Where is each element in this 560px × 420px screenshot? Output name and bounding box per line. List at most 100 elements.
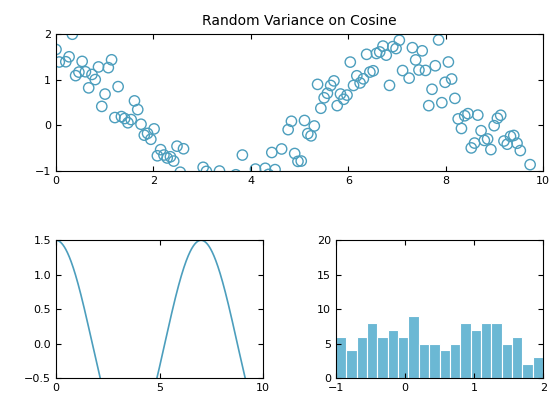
Point [519, 180, 528, 186]
Point [480, 137, 489, 144]
Bar [388, 330, 398, 378]
Point [137, 121, 146, 128]
Point [270, 166, 279, 173]
Point [320, 94, 329, 101]
Point [372, 50, 381, 57]
Bar [398, 337, 408, 378]
Point [503, 141, 512, 147]
Point [450, 95, 459, 102]
Point [385, 82, 394, 89]
Point [179, 145, 188, 152]
Point [434, 37, 443, 43]
Point [231, 171, 240, 178]
Bar [357, 337, 367, 378]
Point [493, 115, 502, 122]
Point [133, 106, 142, 113]
Point [313, 81, 322, 88]
Point [254, 183, 263, 190]
Point [333, 102, 342, 109]
Point [336, 91, 345, 97]
Point [405, 75, 414, 81]
Point [52, 46, 60, 53]
Bar [440, 350, 450, 378]
Point [356, 79, 365, 86]
Bar [470, 330, 481, 378]
Point [166, 153, 175, 160]
Point [427, 86, 436, 93]
Bar [450, 344, 460, 378]
Point [264, 171, 273, 178]
Point [454, 116, 463, 122]
Point [287, 118, 296, 125]
Point [150, 126, 158, 132]
Point [457, 125, 466, 132]
Bar [346, 350, 357, 378]
Point [241, 176, 250, 183]
Point [160, 152, 169, 158]
Point [297, 158, 306, 164]
Point [306, 132, 315, 139]
Point [421, 67, 430, 74]
Point [343, 92, 352, 98]
Point [130, 97, 139, 104]
Point [117, 113, 126, 120]
Bar [481, 323, 491, 378]
Point [300, 117, 309, 124]
Point [310, 123, 319, 129]
Point [398, 67, 407, 74]
Bar [460, 323, 470, 378]
Point [84, 84, 93, 91]
Point [368, 68, 377, 74]
Point [382, 52, 391, 58]
Point [146, 136, 155, 143]
Point [362, 51, 371, 58]
Point [81, 68, 90, 75]
Point [359, 76, 368, 82]
Point [176, 169, 185, 176]
Point [140, 132, 149, 139]
Point [74, 69, 83, 76]
Bar [377, 337, 388, 378]
Point [395, 37, 404, 44]
Point [208, 194, 217, 201]
Title: Random Variance on Cosine: Random Variance on Cosine [202, 14, 397, 28]
Point [424, 102, 433, 109]
Point [107, 56, 116, 63]
Bar [419, 344, 429, 378]
Point [509, 132, 518, 139]
Point [489, 122, 498, 129]
Point [477, 127, 486, 134]
Point [258, 190, 267, 197]
Point [202, 168, 211, 175]
Point [97, 103, 106, 110]
Point [228, 200, 237, 207]
Point [379, 43, 388, 50]
Point [55, 59, 64, 66]
Point [183, 178, 192, 185]
Point [293, 158, 302, 165]
Point [62, 58, 71, 65]
Point [487, 146, 496, 153]
Point [127, 116, 136, 123]
Point [277, 146, 286, 152]
Point [123, 119, 132, 126]
Point [238, 152, 247, 158]
Point [274, 208, 283, 215]
Bar [502, 344, 512, 378]
Point [444, 59, 453, 66]
Point [447, 76, 456, 82]
Point [470, 140, 479, 147]
Point [512, 140, 521, 147]
Point [516, 147, 525, 154]
Point [110, 114, 119, 121]
Bar [429, 344, 440, 378]
Point [418, 47, 427, 54]
Bar [522, 364, 533, 378]
Point [225, 202, 234, 209]
Point [326, 82, 335, 89]
Point [411, 57, 420, 63]
Bar [336, 337, 346, 378]
Point [506, 133, 515, 140]
Point [87, 71, 96, 78]
Point [391, 45, 400, 52]
